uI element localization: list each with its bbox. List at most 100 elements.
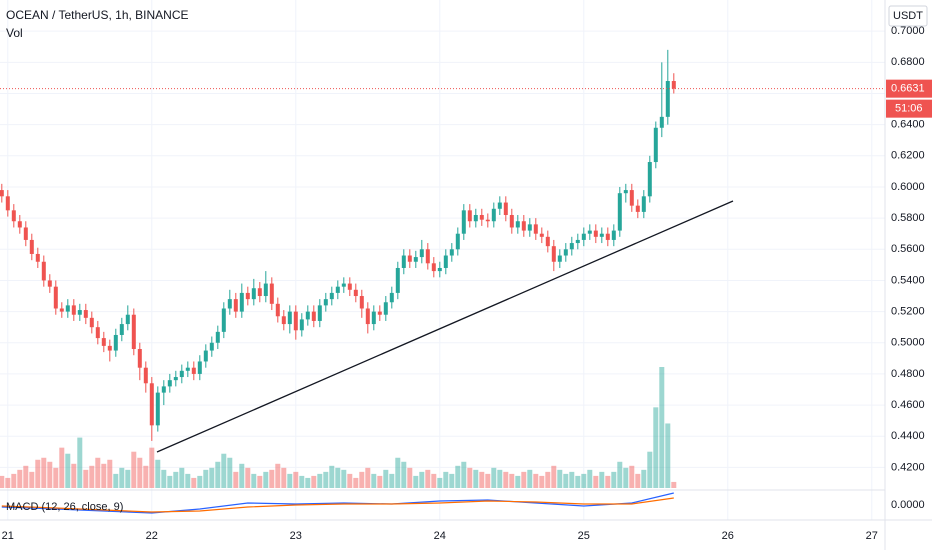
volume-bar	[239, 463, 245, 488]
volume-bar	[395, 457, 401, 488]
volume-bar	[635, 473, 641, 488]
volume-bar	[0, 475, 5, 488]
candle-body	[77, 310, 82, 315]
volume-bar	[509, 473, 515, 488]
candle-body	[581, 233, 586, 240]
candle-body	[245, 292, 250, 300]
volume-bar	[197, 475, 203, 488]
candle-body	[41, 261, 46, 281]
candle-body	[299, 319, 304, 331]
candle-body	[197, 361, 202, 374]
y-tick-label: 0.4400	[891, 430, 925, 442]
volume-bar	[623, 467, 629, 488]
candle-body	[209, 342, 214, 351]
candle-body	[503, 202, 508, 216]
candle-body	[23, 227, 28, 240]
volume-bar	[257, 475, 263, 488]
candle-body	[59, 308, 64, 312]
candle-body	[587, 230, 592, 234]
volume-bar	[215, 461, 221, 488]
volume-bar	[179, 467, 185, 488]
volume-bar	[209, 467, 215, 488]
volume-bar	[227, 457, 233, 488]
volume-bar	[185, 473, 191, 488]
candle-body	[497, 202, 502, 209]
candle-body	[365, 308, 370, 325]
volume-bar	[665, 423, 671, 488]
candle-body	[605, 233, 610, 240]
currency[interactable]: USDT	[893, 10, 923, 22]
volume-bar	[521, 471, 527, 488]
volume-bar	[71, 463, 77, 488]
candle-body	[155, 392, 160, 426]
volume-bar	[569, 471, 575, 488]
candle-body	[233, 299, 238, 312]
volume-bar	[293, 471, 299, 488]
candle-body	[83, 310, 88, 318]
y-tick-label: 0.5200	[891, 306, 925, 318]
candle-body	[119, 324, 124, 335]
volume-bar	[113, 473, 119, 488]
volume-bar	[563, 473, 569, 488]
volume-bar	[191, 477, 197, 488]
volume-bar	[503, 471, 509, 488]
candle-body	[527, 224, 532, 231]
candle-body	[383, 302, 388, 315]
candle-body	[635, 205, 640, 212]
candle-body	[395, 267, 400, 293]
candle-body	[425, 249, 430, 264]
candle-body	[65, 305, 70, 312]
y-tick-label: 0.6400	[891, 119, 925, 131]
candle-body	[53, 286, 58, 309]
countdown: 51:06	[895, 103, 923, 115]
candle-body	[305, 311, 310, 320]
candle-body	[101, 338, 106, 346]
volume-bar	[557, 469, 563, 488]
volume-bar	[323, 471, 329, 488]
volume-bar	[101, 463, 107, 488]
currency-box[interactable]	[888, 5, 928, 27]
y-tick-label: 0.4600	[891, 399, 925, 411]
candle-body	[617, 193, 622, 231]
volume-bar	[371, 473, 377, 488]
volume-bar	[299, 475, 305, 488]
candle-body	[281, 316, 286, 325]
candle-body	[17, 221, 22, 228]
candle-body	[125, 314, 130, 325]
volume-bar	[593, 475, 599, 488]
x-tick-label: 21	[2, 530, 14, 542]
volume-bar	[413, 475, 419, 488]
candle-body	[275, 303, 280, 317]
candle-body	[215, 331, 220, 343]
volume-bar	[347, 473, 353, 488]
candle-body	[515, 221, 520, 228]
candle-body	[467, 210, 472, 222]
volume-bar	[329, 465, 335, 488]
macd-label: MACD (12, 26, close, 9)	[6, 501, 123, 513]
y-tick-label: 0.7000	[891, 25, 925, 37]
volume-bar	[539, 475, 545, 488]
volume-bar	[587, 469, 593, 488]
volume-bar	[575, 475, 581, 488]
volume-bar	[359, 471, 365, 488]
volume-bar	[653, 407, 659, 488]
volume-bar	[581, 473, 587, 488]
volume-bar	[173, 471, 179, 488]
candle-body	[0, 190, 4, 197]
volume-bar	[89, 465, 95, 488]
candle-body	[29, 239, 34, 254]
volume-bar	[671, 481, 677, 488]
y-tick-label: 0.5400	[891, 274, 925, 286]
y-tick-label: 0.4800	[891, 368, 925, 380]
volume-bar	[365, 467, 371, 488]
candle-body	[545, 236, 550, 247]
volume-bar	[137, 457, 143, 488]
candle-body	[455, 233, 460, 250]
candle-body	[131, 314, 136, 349]
y-tick-label: 0.6000	[891, 181, 925, 193]
volume-bar	[467, 467, 473, 488]
candle-body	[491, 208, 496, 222]
candle-body	[239, 292, 244, 312]
x-tick-label: 22	[146, 530, 158, 542]
